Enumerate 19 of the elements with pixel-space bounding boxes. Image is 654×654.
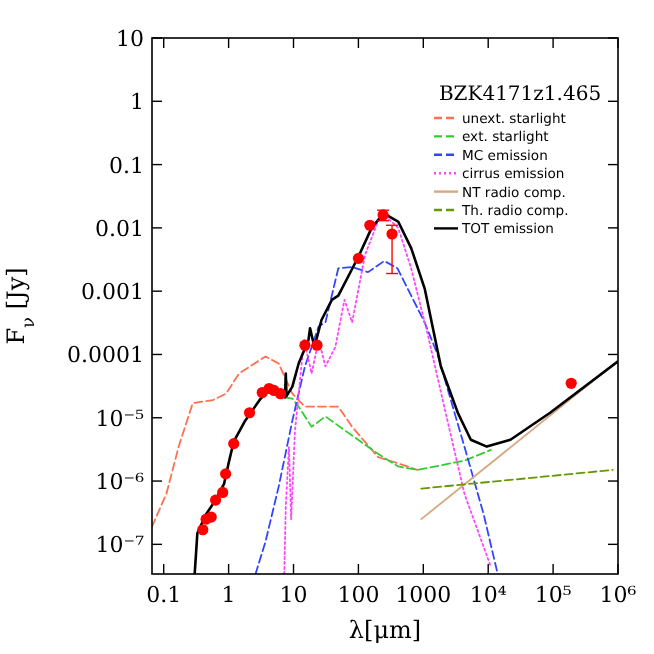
y-tick-label: 0.1 — [109, 152, 144, 179]
y-tick-label: 0.01 — [95, 215, 144, 242]
x-tick-label: 1000 — [395, 582, 452, 608]
x-tick-label: 10⁶ — [599, 582, 638, 608]
x-tick-label: 10 — [279, 582, 308, 608]
y-tick-label: 1 — [130, 89, 144, 116]
y-tick-label: 10⁻⁶ — [95, 469, 146, 496]
x-tick-label: 10⁴ — [469, 582, 508, 608]
x-tick-label: 0.1 — [146, 582, 182, 608]
y-tick-label: 0.001 — [81, 279, 144, 306]
legend-title: BZK4171z1.465 — [438, 84, 602, 106]
x-tick-label: 10⁵ — [534, 582, 572, 608]
y-tick-label: 0.0001 — [67, 342, 144, 369]
x-tick-label: 100 — [337, 582, 380, 608]
y-tick-label: 10⁻⁵ — [95, 405, 144, 432]
x-axis-title: λ[μm] — [348, 616, 422, 644]
x-tick-label: 1 — [221, 582, 236, 608]
y-tick-label: 10 — [116, 26, 144, 52]
y-tick-label: 10⁻⁷ — [95, 532, 146, 559]
